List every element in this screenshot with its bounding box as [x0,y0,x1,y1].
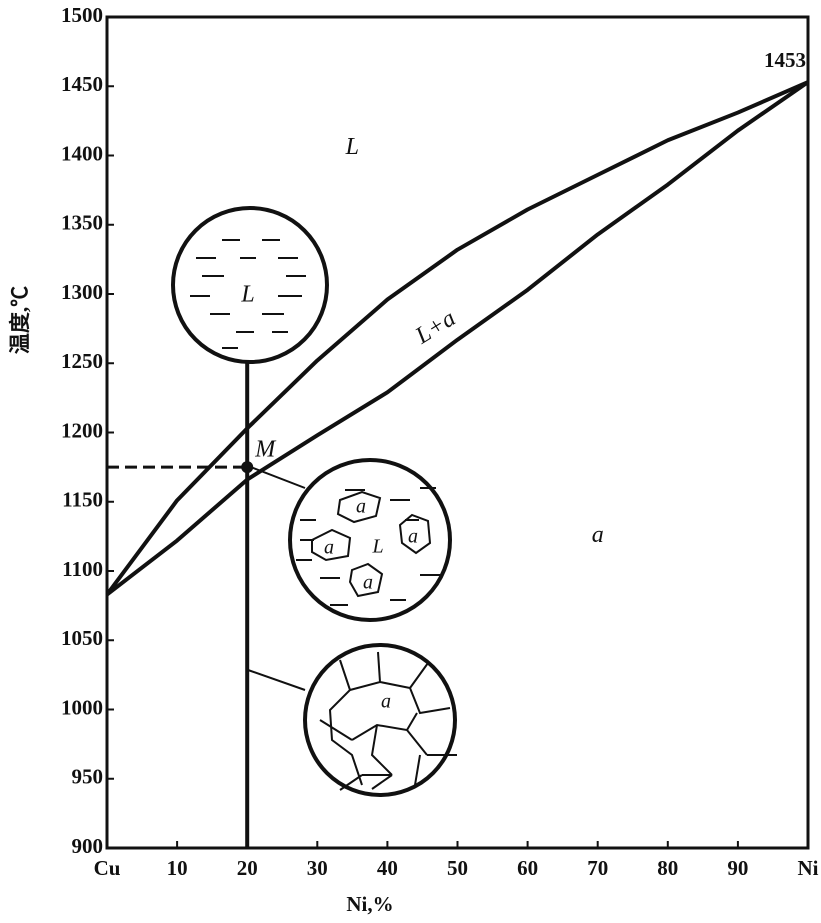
y-tick-label: 1500 [61,3,103,27]
x-tick-label: 70 [587,856,608,880]
y-tick-label: 950 [72,765,104,789]
y-tick-label: 900 [72,834,104,858]
y-tick-label: 1100 [62,557,103,581]
x-tick-label: Ni [798,856,819,880]
y-tick-label: 1350 [61,211,103,235]
micrograph-solid: a [303,643,457,797]
point-m [241,461,254,474]
x-tick-label: 60 [517,856,538,880]
y-tick-label: 1400 [61,141,103,165]
micrograph-liquid: L [171,206,329,364]
region-label: L [345,134,359,160]
x-tick-label: 20 [237,856,258,880]
x-tick-label: 10 [167,856,188,880]
y-tick-label: 1150 [62,488,103,512]
region-label: a [592,522,604,548]
plot: 9009501000105011001150120012501300135014… [61,3,819,880]
x-tick-label: 90 [727,856,748,880]
phase-boundary [105,80,809,596]
micrograph-label: a [356,496,366,518]
x-tick-label: 80 [657,856,678,880]
x-tick-label: 50 [447,856,468,880]
y-axis-label: 温度,℃ [8,286,32,354]
melting-point-label: 1453 [764,48,806,72]
y-tick-label: 1000 [61,695,103,719]
phase-boundary [105,80,810,597]
micrograph-label: a [363,572,373,594]
micrograph-two-phase: a a a a L [288,458,452,622]
micrograph-label: a [324,537,334,559]
micrograph-label: a [408,526,418,548]
x-tick-label: Cu [94,856,121,880]
y-tick-label: 1250 [61,349,103,373]
x-axis-label: Ni,% [346,892,393,916]
y-tick-label: 1050 [61,626,103,650]
connector [247,465,306,489]
connector [247,669,306,691]
x-tick-label: 30 [307,856,328,880]
micrograph-label: L [371,536,383,558]
micrograph-label: a [381,691,391,713]
plot-frame [105,15,810,850]
y-tick-label: 1300 [61,280,103,304]
y-tick-label: 1200 [61,418,103,442]
x-tick-label: 40 [377,856,398,880]
micrograph-label: L [240,282,254,308]
y-tick-label: 1450 [61,72,103,96]
point-label: M [254,437,277,463]
